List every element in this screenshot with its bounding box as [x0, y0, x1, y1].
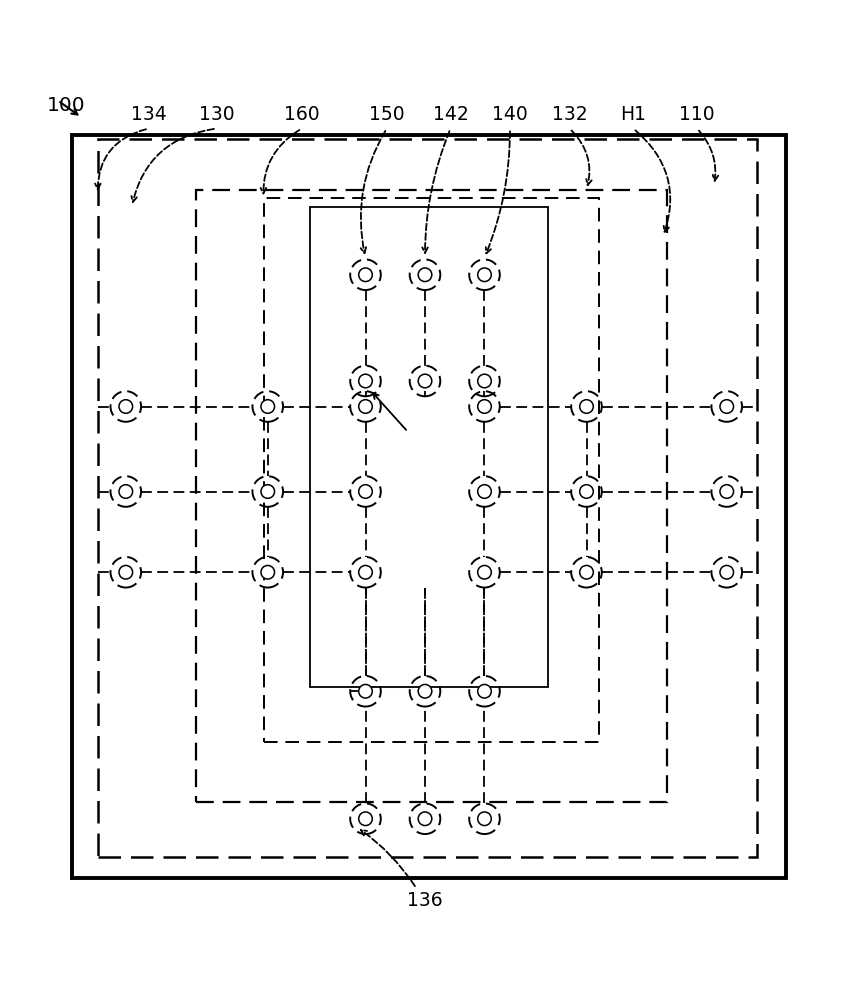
- Circle shape: [261, 400, 275, 413]
- Circle shape: [359, 565, 372, 579]
- Text: 100: 100: [47, 96, 85, 115]
- Circle shape: [261, 565, 275, 579]
- Circle shape: [359, 374, 372, 388]
- Circle shape: [119, 565, 133, 579]
- Text: 134: 134: [131, 105, 167, 124]
- Circle shape: [478, 374, 491, 388]
- Circle shape: [478, 268, 491, 282]
- Circle shape: [478, 812, 491, 826]
- Text: 150: 150: [369, 105, 405, 124]
- Circle shape: [478, 400, 491, 413]
- Bar: [196, 190, 667, 802]
- Text: 132: 132: [552, 105, 587, 124]
- Text: 142: 142: [433, 105, 468, 124]
- Circle shape: [418, 684, 432, 698]
- Circle shape: [359, 268, 372, 282]
- Bar: [72, 134, 786, 878]
- Circle shape: [720, 485, 734, 498]
- Circle shape: [359, 684, 372, 698]
- Circle shape: [119, 485, 133, 498]
- Circle shape: [359, 812, 372, 826]
- Text: 160: 160: [284, 105, 320, 124]
- Circle shape: [359, 400, 372, 413]
- Bar: [98, 139, 756, 857]
- Text: H1: H1: [620, 105, 646, 124]
- Circle shape: [261, 485, 275, 498]
- Circle shape: [478, 485, 491, 498]
- Circle shape: [478, 684, 491, 698]
- Text: 136: 136: [407, 891, 443, 910]
- Circle shape: [580, 485, 593, 498]
- Bar: [310, 207, 548, 687]
- Circle shape: [478, 565, 491, 579]
- Text: 110: 110: [679, 105, 715, 124]
- Text: 130: 130: [199, 105, 235, 124]
- Circle shape: [418, 812, 432, 826]
- Text: 140: 140: [492, 105, 528, 124]
- Circle shape: [580, 400, 593, 413]
- Circle shape: [418, 268, 432, 282]
- Circle shape: [720, 565, 734, 579]
- Circle shape: [580, 565, 593, 579]
- Circle shape: [359, 485, 372, 498]
- Circle shape: [720, 400, 734, 413]
- Circle shape: [418, 374, 432, 388]
- Circle shape: [119, 400, 133, 413]
- Bar: [264, 198, 599, 742]
